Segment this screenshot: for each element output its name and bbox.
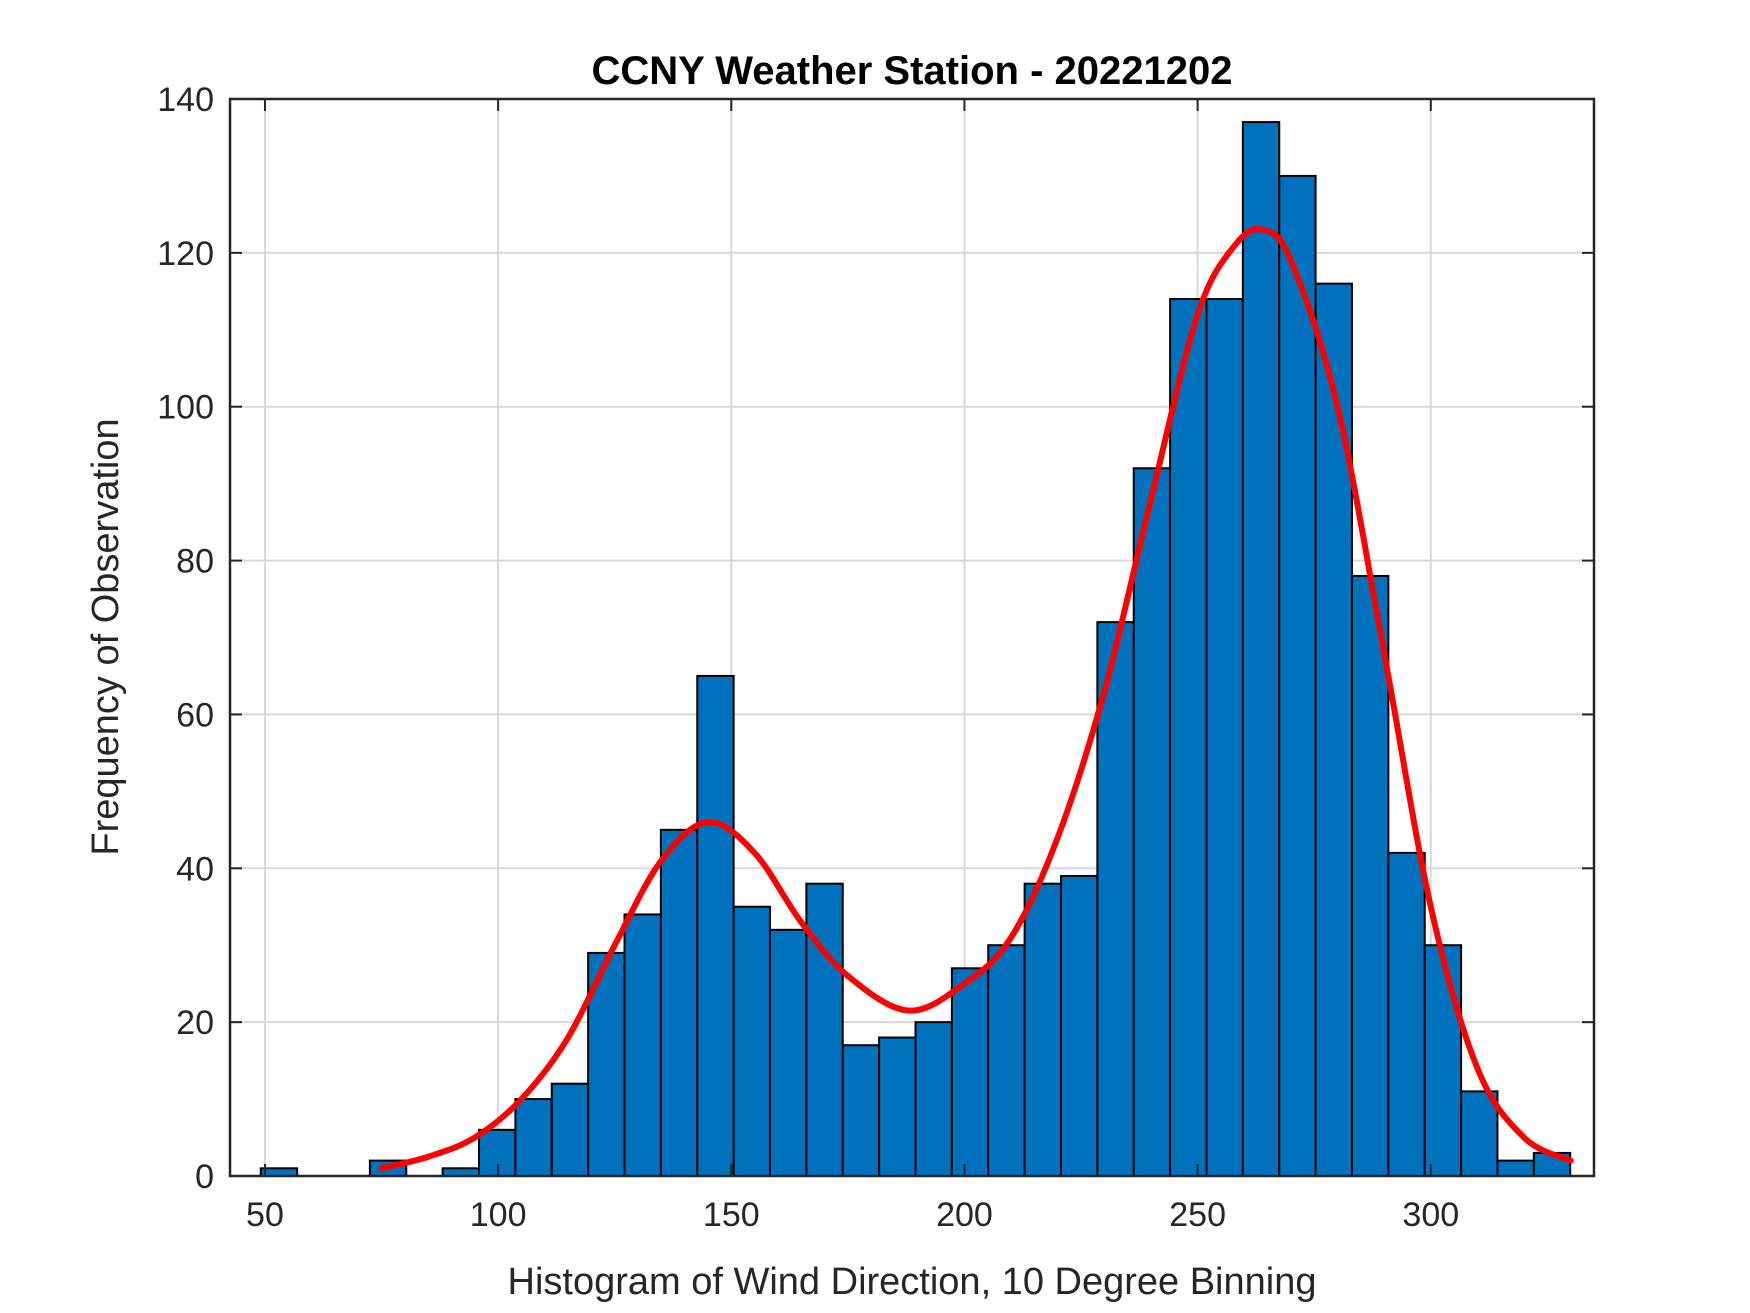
histogram-bar-28 <box>1278 174 1317 1177</box>
histogram-bar-25 <box>1169 298 1208 1177</box>
histogram-bar-19 <box>950 967 990 1177</box>
histogram-bar-8 <box>550 1082 590 1177</box>
histogram-bar-21 <box>1023 882 1062 1178</box>
histogram-bar-24 <box>1132 467 1172 1177</box>
y-axis-label: Frequency of Observation <box>85 418 127 855</box>
histogram-bar-15 <box>805 882 844 1178</box>
histogram-bar-13 <box>732 905 772 1177</box>
y-tick-label: 0 <box>195 1158 214 1196</box>
histogram-bar-32 <box>1423 944 1463 1178</box>
histogram-bar-17 <box>878 1036 917 1177</box>
x-tick-label: 200 <box>936 1196 993 1234</box>
x-axis-label: Histogram of Wind Direction, 10 Degree B… <box>508 1261 1317 1303</box>
x-tick-label: 250 <box>1169 1196 1226 1234</box>
histogram-bar-22 <box>1059 874 1099 1177</box>
histogram-bar-31 <box>1387 851 1426 1178</box>
x-tick-label: 300 <box>1402 1196 1459 1234</box>
histogram-bar-33 <box>1460 1090 1499 1177</box>
y-tick-label: 60 <box>176 696 214 734</box>
histogram-bar-18 <box>914 1021 953 1178</box>
y-tick-label: 120 <box>157 235 214 273</box>
y-tick-label: 40 <box>176 850 214 888</box>
histogram-bar-11 <box>659 828 699 1177</box>
plot-frame <box>228 97 1596 1178</box>
histogram-bar-20 <box>987 944 1026 1178</box>
y-tick-label: 140 <box>157 81 214 119</box>
histogram-bar-27 <box>1241 121 1281 1177</box>
tick-labels-layer: 50 100 150 200 250 300 0 20 40 60 80 100 120 140 <box>157 81 1459 1234</box>
y-tick-label: 100 <box>157 389 214 427</box>
ticks-layer <box>230 98 1594 1177</box>
histogram-bar-12 <box>696 674 735 1177</box>
histogram-bar-14 <box>769 928 808 1177</box>
histogram-bar-7 <box>514 1098 553 1177</box>
x-tick-label: 50 <box>246 1196 284 1234</box>
y-tick-label: 20 <box>176 1004 214 1042</box>
fit-curve-layer <box>378 226 1574 1172</box>
x-tick-label: 100 <box>470 1196 527 1234</box>
histogram-bar-16 <box>841 1044 881 1177</box>
histogram-bar-34 <box>1496 1159 1535 1177</box>
fit-curve <box>378 226 1574 1172</box>
x-tick-label: 150 <box>703 1196 760 1234</box>
histogram-bar-26 <box>1205 298 1244 1177</box>
histogram-bar-29 <box>1314 282 1353 1177</box>
bars-layer <box>259 121 1572 1178</box>
chart-title: CCNY Weather Station - 20221202 <box>592 49 1233 93</box>
histogram-bar-10 <box>623 913 662 1177</box>
y-tick-label: 80 <box>176 543 214 581</box>
histogram-bar-30 <box>1350 574 1390 1177</box>
